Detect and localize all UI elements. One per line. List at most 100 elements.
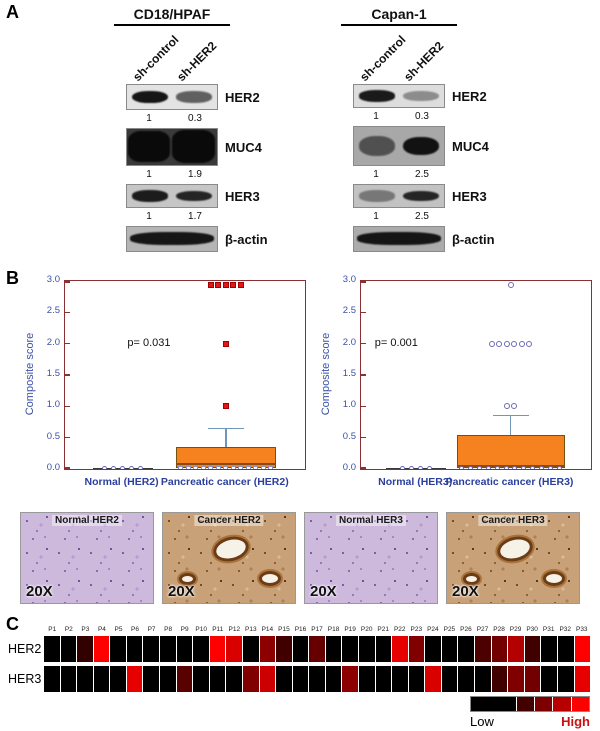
y-tick-label: 2.0	[46, 336, 60, 348]
outlier-point	[503, 340, 510, 347]
heatmap-cell	[93, 636, 110, 662]
histology-title: Cancer HER3	[478, 515, 548, 526]
heatmap-cell	[524, 666, 541, 692]
duct-shape	[494, 533, 536, 565]
blot-row: β-actin	[126, 226, 268, 252]
blot-band	[129, 232, 215, 246]
heatmap-cell	[375, 666, 392, 692]
blot-band	[356, 232, 442, 246]
patient-label: P33	[575, 626, 588, 633]
heatmap-cell	[508, 666, 524, 692]
data-point	[129, 466, 135, 469]
heatmap-cell	[325, 636, 342, 662]
heatmap-cell	[325, 666, 342, 692]
data-point	[548, 466, 554, 469]
patient-label: P26	[460, 626, 472, 633]
heatmap-cell	[242, 636, 259, 662]
heatmap-cell	[209, 666, 226, 692]
data-point	[494, 466, 500, 469]
y-tick-label: 0.5	[46, 430, 60, 442]
blot-row: HER3	[126, 184, 268, 208]
protein-label: MUC4	[225, 139, 262, 155]
histology-title: Cancer HER2	[194, 515, 264, 526]
data-point	[193, 466, 199, 469]
data-point	[459, 466, 464, 469]
heatmap-cell	[143, 636, 160, 662]
lane-labels: sh-control sh-HER2	[126, 26, 219, 84]
data-point	[120, 466, 126, 469]
protein-label: MUC4	[452, 138, 489, 154]
patient-label: P13	[245, 626, 257, 633]
outlier-point	[222, 340, 229, 347]
data-point	[223, 466, 229, 469]
heatmap-cell	[358, 666, 375, 692]
duct-shape	[463, 573, 480, 585]
blot-band	[402, 190, 439, 202]
collapsed-box-line	[386, 467, 447, 469]
whisker-cap	[207, 427, 244, 430]
patient-label: P5	[114, 626, 123, 633]
y-tick-label: 3.0	[342, 274, 356, 285]
lane-labels: sh-control sh-HER2	[353, 26, 447, 84]
magnification-label: 20X	[26, 583, 53, 600]
data-point	[400, 466, 406, 469]
heatmap-cell	[259, 636, 276, 662]
heatmap-cell	[458, 666, 475, 692]
magnification-label: 20X	[452, 583, 479, 600]
patient-label: P22	[393, 626, 406, 633]
outlier-point	[230, 282, 237, 288]
heatmap-cell	[292, 636, 309, 662]
heatmap-cell	[93, 666, 110, 692]
blot-HER3	[126, 184, 218, 208]
blot-band	[402, 136, 439, 156]
heatmap-cell	[508, 636, 524, 662]
protein-label: HER3	[452, 188, 487, 204]
y-tick-mark	[65, 374, 70, 376]
magnification-label: 20X	[310, 583, 337, 600]
band-quantification: 1	[146, 169, 152, 180]
heatmap-row-label: HER3	[8, 672, 42, 686]
data-point	[208, 466, 214, 469]
y-tick-label: 1.5	[46, 368, 60, 379]
band-quantification: 2.5	[415, 169, 429, 180]
lane-label: sh-HER2	[401, 38, 447, 84]
y-tick-label: 1.0	[342, 399, 356, 411]
y-tick-mark	[65, 311, 70, 314]
heatmap-cell	[491, 636, 508, 662]
heatmap-cell	[276, 636, 292, 662]
band-quantification: 1.7	[188, 211, 202, 222]
heatmap-cell	[126, 666, 143, 692]
heatmap-row-her2: HER2	[8, 636, 591, 662]
patient-label: P6	[131, 626, 139, 633]
heatmap-cell	[557, 666, 574, 692]
blot-β-actin	[126, 226, 218, 252]
data-point	[467, 466, 473, 469]
y-tick-label: 1.0	[46, 399, 60, 411]
whisker	[509, 415, 512, 435]
data-point	[230, 466, 236, 469]
blot-band	[131, 190, 168, 202]
histology-strip: Normal HER2 20X Cancer HER2 20X Normal H…	[20, 512, 580, 604]
band-quantification: 1	[373, 169, 379, 180]
heatmap-cell	[392, 636, 408, 662]
blot-row: β-actin	[353, 226, 495, 252]
band-quantification-row: 1 0.3	[353, 111, 445, 122]
cell-line-title: Capan-1	[341, 6, 457, 26]
panel-a-label: A	[6, 2, 19, 22]
colorscale-segment	[553, 697, 571, 711]
patient-label: P15	[278, 626, 290, 633]
band-quantification: 0.3	[415, 111, 429, 122]
protein-label: HER2	[452, 88, 487, 104]
magnification-label: 20X	[168, 583, 195, 600]
legend-high-label: High	[561, 714, 590, 729]
colorscale-segment	[471, 697, 516, 711]
data-point	[521, 466, 527, 469]
whisker-cap	[492, 414, 529, 417]
heatmap-cell	[392, 666, 408, 692]
y-tick-mark	[361, 436, 366, 439]
blot-HER2	[126, 84, 218, 110]
blot-HER2	[353, 84, 445, 108]
patient-label: P19	[344, 626, 356, 633]
patient-label: P18	[327, 626, 340, 633]
blot-group-cd18hpaf: CD18/HPAF sh-control sh-HER2 HER2 1 0.3 MUC4…	[114, 6, 268, 252]
